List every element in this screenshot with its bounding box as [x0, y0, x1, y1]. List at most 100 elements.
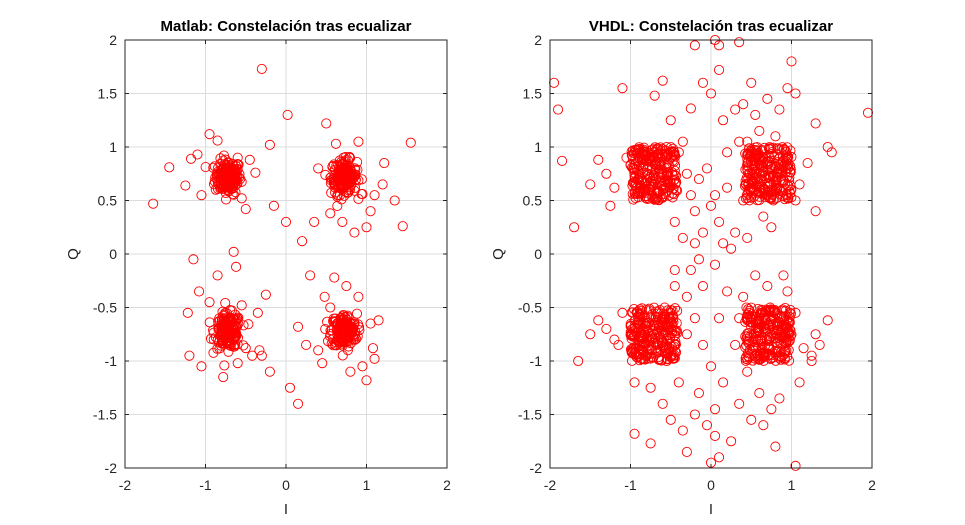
scatter-point	[740, 316, 751, 327]
scatter-point	[651, 306, 662, 317]
scatter-point	[184, 350, 195, 361]
y-tick-label: -2	[105, 460, 118, 476]
scatter-point	[649, 90, 660, 101]
scatter-point	[338, 181, 349, 192]
scatter-point	[649, 340, 660, 351]
scatter-point	[738, 291, 749, 302]
scatter-point	[742, 366, 753, 377]
scatter-point	[326, 187, 337, 198]
scatter-point	[689, 206, 700, 217]
panel-vhdl: VHDL: Constelación tras ecualizar I Q -2…	[490, 18, 876, 518]
scatter-point	[357, 361, 368, 372]
scatter-point	[778, 320, 789, 331]
scatter-point	[627, 343, 638, 354]
scatter-point	[726, 436, 737, 447]
scatter-point	[233, 172, 245, 183]
scatter-point	[670, 160, 681, 171]
scatter-point	[677, 232, 688, 243]
panel-matlab: Matlab: Constelación tras ecualizar I Q …	[65, 18, 451, 518]
scatter-point	[649, 142, 661, 153]
scatter-point	[790, 307, 801, 318]
scatter-point	[230, 339, 241, 350]
scatter-point	[212, 270, 223, 281]
scatter-point	[340, 151, 351, 163]
y-tick-label: 0	[109, 246, 117, 262]
scatter-point	[772, 167, 784, 179]
scatter-point	[164, 162, 175, 173]
scatter-point	[794, 377, 805, 388]
scatter-point	[651, 193, 662, 204]
scatter-point	[634, 172, 645, 184]
scatter-point	[662, 158, 673, 169]
scatter-point	[784, 335, 795, 346]
scatter-point	[705, 200, 717, 211]
scatter-point	[639, 151, 650, 162]
scatter-point	[617, 307, 628, 318]
scatter-points	[548, 34, 874, 471]
scatter-point	[714, 452, 725, 463]
scatter-point	[722, 147, 733, 158]
scatter-point	[768, 142, 779, 153]
scatter-point	[609, 334, 620, 345]
scatter-point	[738, 195, 749, 206]
scatter-point	[657, 184, 669, 195]
scatter-point	[569, 222, 580, 233]
x-tick-label: 1	[363, 477, 371, 493]
scatter-point	[329, 272, 340, 283]
scatter-point	[651, 342, 662, 353]
scatter-point	[601, 168, 612, 179]
scatter-point	[188, 254, 199, 265]
scatter-point	[321, 118, 332, 129]
scatter-point	[325, 208, 336, 219]
scatter-point	[236, 193, 247, 204]
y-tick-label: -1.5	[93, 407, 117, 423]
scatter-point	[601, 323, 612, 334]
scatter-point	[774, 153, 785, 164]
y-tick-label: 2	[109, 32, 117, 48]
scatter-point	[669, 303, 681, 314]
scatter-point	[342, 310, 353, 321]
scatter-point	[389, 195, 400, 206]
scatter-point	[759, 350, 770, 361]
scatter-point	[354, 325, 365, 336]
scatter-point	[218, 337, 229, 348]
scatter-point	[313, 163, 324, 174]
scatter-point	[693, 254, 704, 265]
scatter-point	[182, 307, 193, 318]
y-tick-label: 0.5	[98, 193, 118, 209]
scatter-point	[775, 327, 786, 338]
x-tick-label: 2	[868, 477, 876, 493]
scatter-point	[665, 151, 676, 163]
scatter-point	[651, 143, 663, 154]
scatter-point	[767, 146, 778, 157]
scatter-point	[557, 155, 568, 166]
scatter-point	[297, 236, 308, 247]
scatter-point	[689, 238, 700, 249]
scatter-point	[770, 307, 782, 318]
scatter-point	[709, 190, 721, 201]
scatter-point	[335, 319, 347, 330]
scatter-point	[328, 340, 339, 351]
scatter-point	[349, 227, 360, 238]
scatter-point	[337, 336, 348, 347]
scatter-point	[709, 430, 721, 441]
scatter-point	[660, 317, 671, 328]
scatter-point	[211, 168, 222, 179]
y-tick-label: 1	[534, 139, 542, 155]
scatter-point	[705, 88, 717, 99]
scatter-point	[750, 270, 761, 281]
x-tick-label: -2	[544, 477, 557, 493]
scatter-point	[743, 303, 754, 315]
scatter-point	[774, 159, 785, 170]
scatter-point	[629, 377, 640, 388]
scatter-point	[553, 104, 564, 115]
scatter-point	[697, 227, 709, 238]
scatter-point	[785, 145, 796, 156]
scatter-point	[658, 337, 669, 348]
scatter-point	[782, 179, 793, 190]
scatter-point	[669, 281, 680, 292]
y-tick-label: -0.5	[518, 300, 542, 316]
scatter-point	[759, 192, 770, 203]
scatter-point	[770, 355, 781, 366]
